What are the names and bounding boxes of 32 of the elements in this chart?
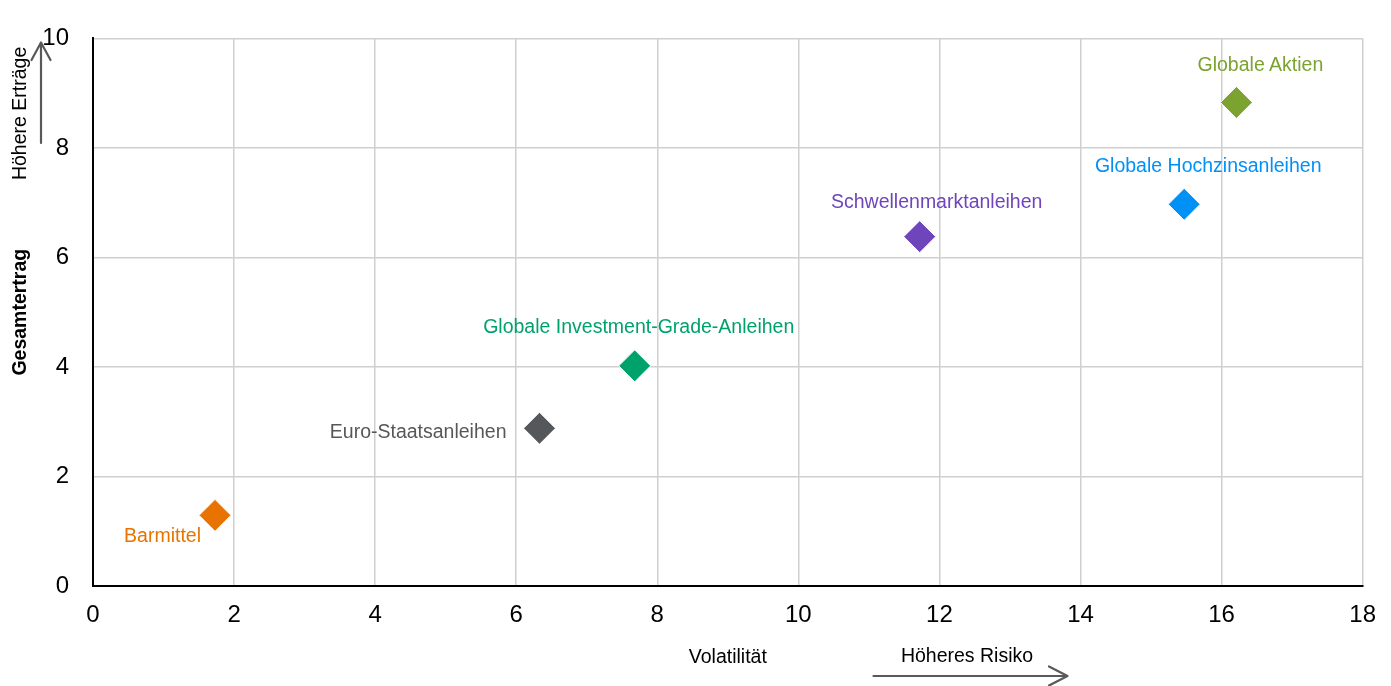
y-tick-label: 4 [55, 351, 69, 379]
x-tick-label: 14 [1067, 600, 1094, 628]
point [618, 349, 652, 383]
x-tick-label: 12 [926, 600, 953, 628]
text: Höhere Erträge [8, 46, 31, 181]
y-tick-label: 10 [42, 23, 69, 51]
y-tick-label: 6 [55, 242, 69, 270]
series-label: Globale Aktien [1197, 52, 1324, 75]
y-tick-label: 0 [55, 570, 69, 598]
x-tick-label: 16 [1208, 600, 1235, 628]
point [1167, 187, 1201, 221]
point [1219, 85, 1253, 119]
x-tick-label: 4 [368, 600, 382, 628]
point [522, 411, 556, 445]
x-tick-label: 0 [86, 600, 100, 628]
point [198, 498, 232, 532]
y-axis-title: Gesamtertrag [8, 248, 31, 376]
x-tick-label: 18 [1349, 600, 1376, 628]
series-label: Schwellenmarktanleihen [831, 190, 1043, 213]
x-tick-label: 10 [785, 600, 812, 628]
x-tick-label: 6 [509, 600, 523, 628]
y-tick-label: 2 [55, 461, 69, 489]
x-axis-title: Volatilität [688, 644, 768, 667]
x-tick-label: 8 [650, 600, 664, 628]
x-tick-label: 2 [227, 600, 241, 628]
series-label: Globale Hochzinsanleihen [1094, 153, 1322, 176]
point [903, 220, 937, 254]
series-label: Globale Investment-Grade-Anleihen [483, 315, 795, 338]
text: Höheres Risiko [900, 644, 1034, 667]
series-label: Barmittel [124, 523, 202, 546]
series-label: Euro-Staatsanleihen [329, 419, 507, 442]
y-tick-label: 8 [55, 132, 69, 160]
